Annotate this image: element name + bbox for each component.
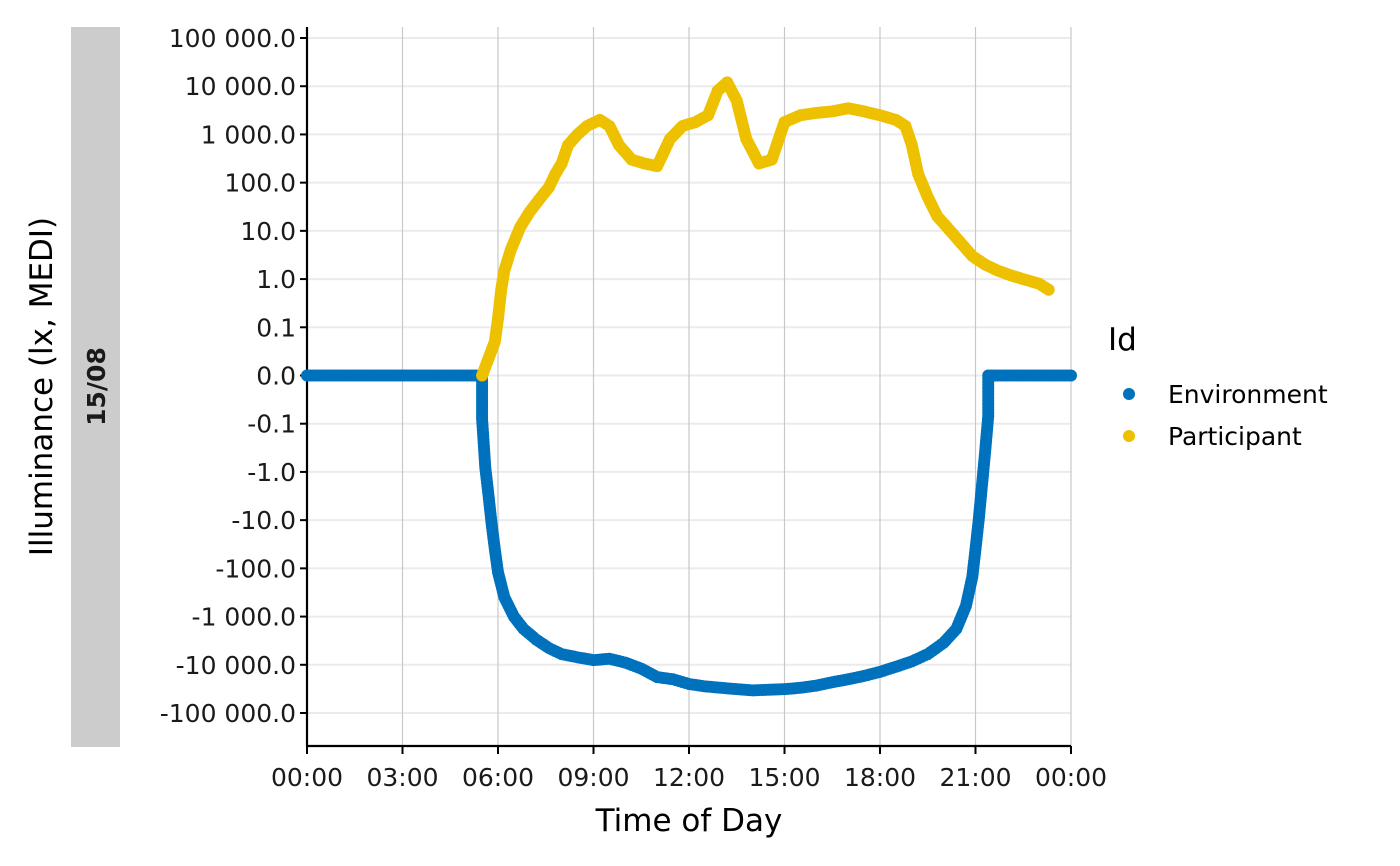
legend-title: Id bbox=[1108, 322, 1137, 358]
legend-label-environment: Environment bbox=[1168, 380, 1328, 409]
x-tick-label: 06:00 bbox=[462, 763, 534, 792]
facet-strip-background bbox=[71, 27, 120, 747]
legend-key-environment bbox=[1123, 388, 1135, 400]
x-tick-label: 21:00 bbox=[939, 763, 1011, 792]
x-tick-label: 12:00 bbox=[653, 763, 725, 792]
facet-strip-label: 15/08 bbox=[82, 347, 111, 426]
y-tick-label: -1 000.0 bbox=[192, 603, 296, 632]
y-tick-label: -100 000.0 bbox=[160, 699, 296, 728]
y-tick-label: 10.0 bbox=[240, 217, 296, 246]
y-axis-title: Illuminance (lx, MEDI) bbox=[24, 217, 60, 556]
x-axis-title: Time of Day bbox=[595, 803, 783, 839]
y-tick-label: 10 000.0 bbox=[185, 72, 296, 101]
axes: 100 000.0 10 000.0 1 000.0 100.0 10.0 1.0 0.1 0… bbox=[160, 24, 1107, 792]
x-tick-label: 18:00 bbox=[844, 763, 916, 792]
axis-labels: Time of Day Illuminance (lx, MEDI) bbox=[24, 217, 782, 839]
y-tick-label: 0.1 bbox=[256, 313, 296, 342]
series-participant bbox=[476, 76, 1055, 382]
y-tick-label: 1.0 bbox=[256, 265, 296, 294]
y-tick-label: -10 000.0 bbox=[176, 651, 296, 680]
facet-strip: 15/08 bbox=[71, 27, 120, 747]
x-tick-label: 09:00 bbox=[557, 763, 629, 792]
legend-key-participant bbox=[1123, 430, 1135, 442]
y-tick-label: 1 000.0 bbox=[201, 120, 296, 149]
x-tick-label: 00:00 bbox=[1035, 763, 1107, 792]
y-tick-label: 0.0 bbox=[256, 362, 296, 391]
data-points bbox=[301, 76, 1077, 697]
data-point bbox=[1065, 369, 1077, 382]
y-tick-label: -100.0 bbox=[215, 554, 296, 583]
data-point bbox=[1042, 283, 1055, 296]
y-tick-label: -1.0 bbox=[247, 458, 296, 487]
legend: Id Environment Participant bbox=[1108, 322, 1328, 451]
x-tick-label: 15:00 bbox=[748, 763, 820, 792]
grid-lines bbox=[306, 27, 1072, 746]
x-tick-label: 03:00 bbox=[366, 763, 438, 792]
y-tick-label: 100 000.0 bbox=[169, 24, 296, 53]
x-tick-label: 00:00 bbox=[271, 763, 343, 792]
y-tick-label: -0.1 bbox=[247, 410, 296, 439]
y-tick-label: -10.0 bbox=[231, 506, 296, 535]
y-tick-label: 100.0 bbox=[224, 169, 296, 198]
legend-label-participant: Participant bbox=[1168, 422, 1302, 451]
